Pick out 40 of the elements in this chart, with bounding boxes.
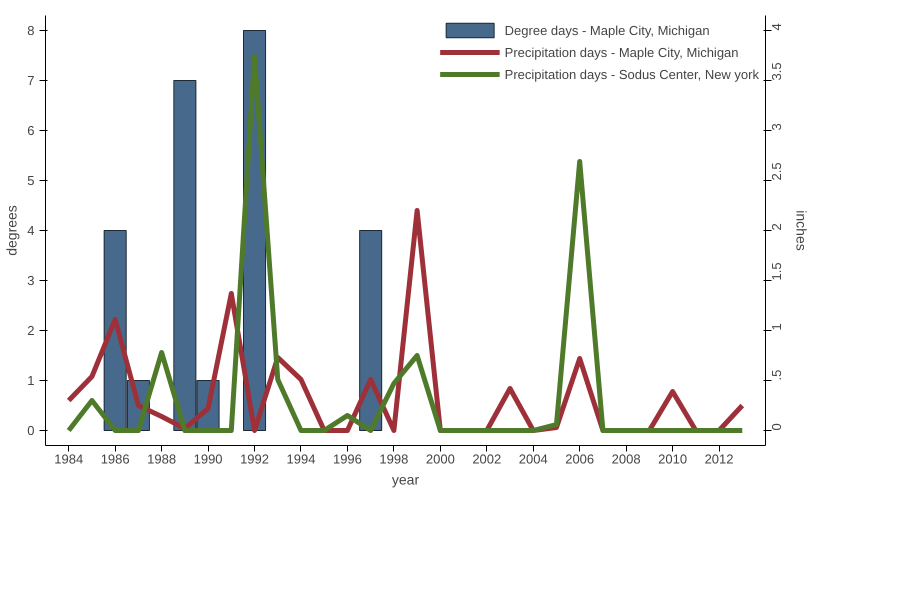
- y2-tick-label: .5: [769, 370, 784, 380]
- x-tick-label: 1984: [54, 452, 84, 466]
- y-tick-label: 2: [27, 323, 35, 338]
- y2-tick-label: 2: [769, 223, 784, 230]
- y2-tick-label: 4: [769, 23, 784, 30]
- x-tick-label: 2006: [565, 452, 594, 466]
- x-tick-label: 2000: [426, 452, 455, 466]
- x-tick-label: 1988: [147, 452, 176, 466]
- legend-label: Precipitation days - Maple City, Michigan: [504, 44, 739, 60]
- x-tick-label: 1998: [379, 452, 408, 466]
- x-tick-label: 2010: [658, 452, 688, 466]
- x-tick-label: 1986: [100, 452, 130, 466]
- x-tick-label: 2002: [472, 452, 502, 466]
- y-tick-label: 8: [27, 23, 35, 38]
- bar: [359, 230, 382, 431]
- y2-tick-label: 1.5: [769, 262, 784, 280]
- y-tick-label: 7: [27, 73, 35, 88]
- y-tick-label: 1: [27, 373, 35, 388]
- x-tick-label: 2012: [704, 452, 734, 466]
- y-tick-label: 6: [27, 123, 35, 138]
- y2-tick-label: 3: [769, 123, 784, 130]
- x-axis-title: year: [392, 472, 420, 488]
- x-tick-label: 1992: [240, 452, 269, 466]
- y-tick-label: 5: [27, 173, 35, 188]
- y2-axis-title: inches: [794, 210, 810, 251]
- y-axis-title: degrees: [3, 205, 20, 256]
- x-tick-label: 1996: [332, 452, 362, 466]
- legend-label: Precipitation days - Sodus Center, New york: [504, 66, 759, 82]
- y-tick-label: 0: [27, 423, 35, 438]
- y2-tick-label: 1: [769, 323, 784, 330]
- y-tick-label: 4: [27, 223, 35, 238]
- legend-label: Degree days - Maple City, Michigan: [504, 22, 710, 38]
- x-tick-label: 1990: [194, 452, 223, 466]
- x-tick-label: 2008: [612, 452, 641, 466]
- y2-tick-label: 2.5: [769, 162, 784, 180]
- x-tick-label: 2004: [518, 452, 548, 466]
- x-tick-label: 1994: [286, 452, 316, 466]
- y2-tick-label: 0: [769, 423, 784, 430]
- y-tick-label: 3: [27, 273, 35, 288]
- y2-tick-label: 3.5: [769, 62, 784, 80]
